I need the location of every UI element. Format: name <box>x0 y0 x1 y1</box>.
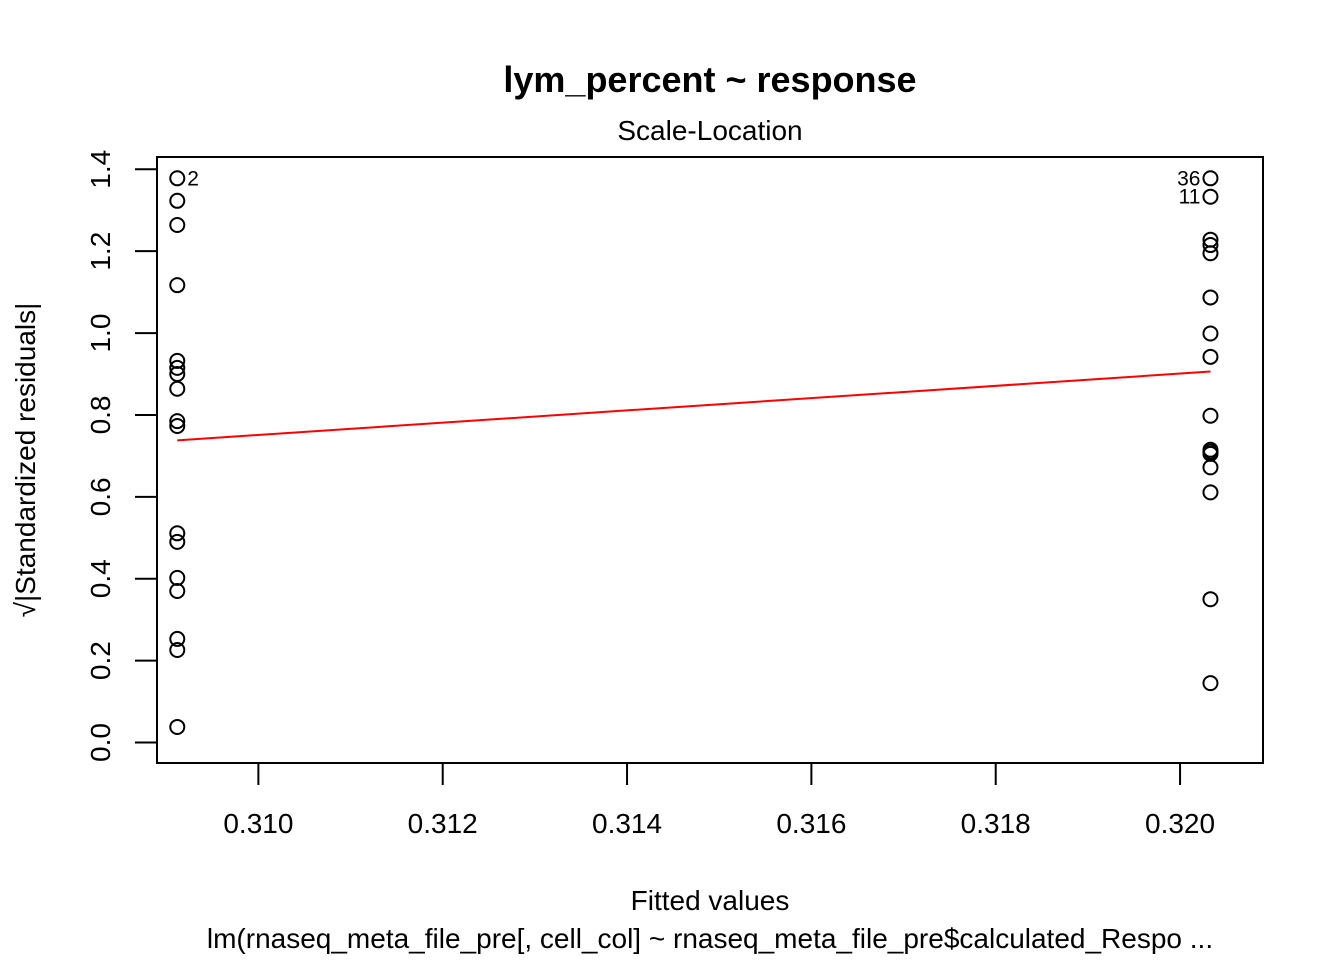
x-axis-title: Fitted values <box>631 885 790 916</box>
y-tick-label: 1.2 <box>85 232 116 271</box>
data-point <box>169 170 186 187</box>
point-label: 11 <box>1179 186 1201 209</box>
data-point <box>169 641 186 658</box>
svg-text:√|Standardized residuals|: √|Standardized residuals| <box>10 303 41 618</box>
y-tick-label: 0.2 <box>85 641 116 680</box>
x-tick-label: 0.312 <box>408 808 478 839</box>
data-point <box>1202 170 1219 187</box>
data-point <box>169 277 186 294</box>
trend-line <box>177 370 1211 442</box>
data-point <box>1202 325 1219 342</box>
data-point <box>1202 459 1219 476</box>
plot-marks: 0.310 0.312 0.314 0.316 0.318 0.320 0.0 0.2 0.4 0… <box>85 150 1264 839</box>
x-tick-label: 0.318 <box>961 808 1031 839</box>
data-point <box>1202 484 1219 501</box>
y-tick-label: 0.6 <box>85 477 116 516</box>
data-point <box>169 525 186 542</box>
data-point <box>169 718 186 735</box>
data-point <box>169 569 186 586</box>
model-caption: lm(rnaseq_meta_file_pre[, cell_col] ~ rn… <box>207 923 1213 954</box>
y-tick-label: 0.0 <box>85 723 116 762</box>
y-axis-title: √|Standardized residuals| <box>10 303 41 618</box>
data-point <box>1202 591 1219 608</box>
data-point <box>1202 245 1219 262</box>
y-axis-title-text: |Standardized residuals| <box>10 303 41 602</box>
data-point <box>1202 188 1219 205</box>
chart-title: lym_percent ~ response <box>503 59 916 100</box>
point-label: 36 <box>1177 167 1200 190</box>
data-point <box>1202 348 1219 365</box>
data-point <box>169 533 186 550</box>
data-point <box>169 359 186 376</box>
x-tick-label: 0.320 <box>1145 808 1215 839</box>
data-point <box>169 630 186 647</box>
point-label: 2 <box>187 167 199 190</box>
data-point <box>1202 407 1219 424</box>
data-point <box>169 216 186 233</box>
y-tick-label: 1.4 <box>85 150 116 189</box>
x-tick-label: 0.314 <box>592 808 662 839</box>
data-point <box>1202 675 1219 692</box>
data-point <box>169 192 186 209</box>
data-point <box>169 380 186 397</box>
y-tick-label: 0.8 <box>85 395 116 434</box>
data-point <box>1202 289 1219 306</box>
plot-frame <box>156 156 1264 764</box>
x-tick-label: 0.310 <box>223 808 293 839</box>
y-tick-label: 0.4 <box>85 559 116 598</box>
data-point <box>169 418 186 435</box>
x-tick-label: 0.316 <box>776 808 846 839</box>
data-point <box>1202 237 1219 254</box>
data-point <box>169 583 186 600</box>
y-tick-label: 1.0 <box>85 314 116 353</box>
chart-subtitle: Scale-Location <box>617 115 802 146</box>
data-point <box>169 413 186 430</box>
y-axis-title-sqrt: √ <box>10 601 41 617</box>
